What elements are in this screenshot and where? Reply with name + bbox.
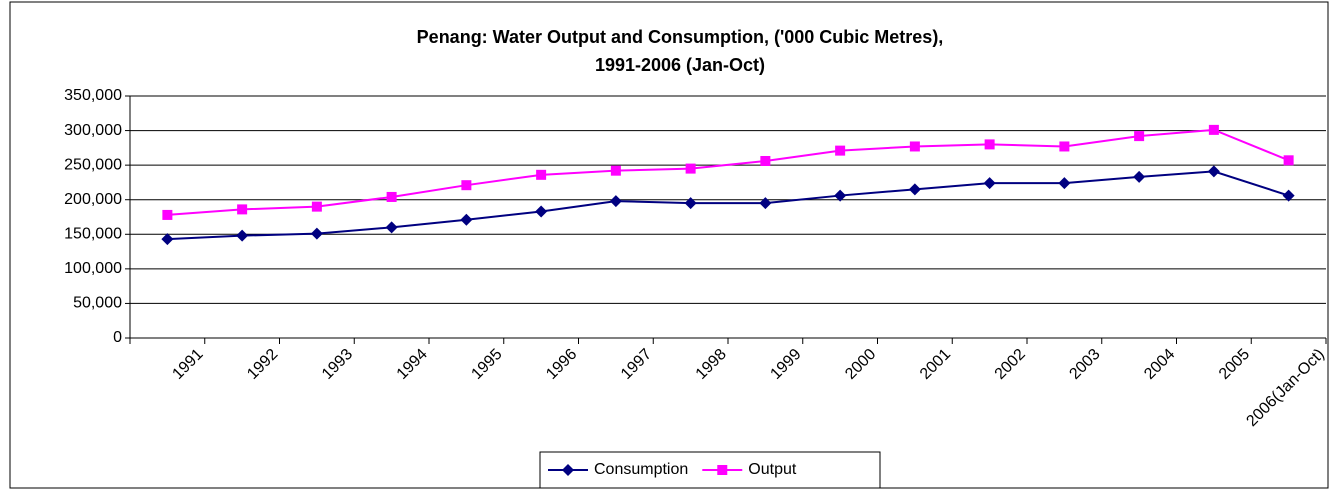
data-point [717, 465, 728, 475]
data-point [684, 197, 697, 210]
chart-title: Penang: Water Output and Consumption, ('… [417, 27, 944, 47]
data-point [310, 227, 323, 240]
data-point [685, 163, 696, 174]
data-point [461, 180, 472, 191]
data-point [984, 139, 995, 150]
series-line [167, 170, 1289, 241]
data-point [386, 191, 397, 202]
data-point [1059, 141, 1070, 152]
data-point [236, 229, 249, 242]
data-point [536, 169, 547, 180]
y-tick-label: 0 [113, 329, 122, 346]
data-point [908, 183, 921, 196]
y-tick-label: 250,000 [64, 156, 122, 173]
series-line [167, 128, 1290, 216]
legend-label: Consumption [594, 461, 688, 478]
data-point [1058, 177, 1071, 190]
chart-border [9, 1, 1329, 489]
y-tick-label: 350,000 [64, 87, 122, 104]
data-point [1283, 155, 1294, 166]
data-point [1134, 131, 1145, 142]
data-point [759, 197, 772, 210]
data-point [562, 464, 574, 476]
data-point [834, 189, 847, 202]
data-point [610, 165, 621, 176]
data-point [237, 204, 248, 215]
chart-subtitle: 1991-2006 (Jan-Oct) [595, 55, 765, 75]
data-point [1133, 170, 1146, 183]
y-tick-label: 100,000 [64, 260, 122, 277]
data-point [835, 145, 846, 156]
data-point [385, 221, 398, 234]
data-point [161, 233, 174, 246]
y-tick-label: 50,000 [73, 295, 122, 312]
data-point [983, 177, 996, 190]
data-point [535, 205, 548, 218]
y-tick-label: 150,000 [64, 226, 122, 243]
data-point [1282, 189, 1295, 202]
data-point [609, 195, 622, 208]
data-point [460, 213, 473, 226]
data-point [909, 141, 920, 152]
data-point [760, 155, 771, 166]
y-tick-label: 200,000 [64, 191, 122, 208]
data-point [162, 209, 173, 220]
data-point [1207, 165, 1220, 178]
data-point [1208, 124, 1219, 135]
y-tick-label: 300,000 [64, 122, 122, 139]
legend-label: Output [748, 461, 797, 478]
data-point [311, 201, 322, 212]
